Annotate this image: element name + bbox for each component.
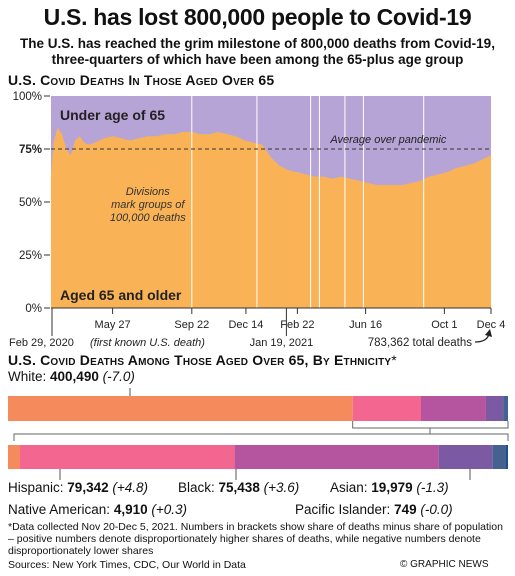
expanded-segment-hispanic <box>20 445 235 469</box>
aged-65-label: Aged 65 and older <box>60 287 182 303</box>
expanded-segment-native-american <box>492 445 506 469</box>
expanded-segment-black <box>234 445 439 469</box>
first-death-note: (first known U.S. death) <box>90 337 205 349</box>
x-tick-label: Oct 1 <box>431 319 457 331</box>
asian-label: Asian: 19,979 (-1.3) <box>330 480 449 495</box>
x-tick-label: Feb 22 <box>280 319 314 331</box>
bracket-bottom <box>13 433 509 441</box>
divisions-note-line: 100,000 deaths <box>110 212 186 224</box>
bar-segment-white <box>8 396 353 421</box>
divisions-note-line: mark groups of <box>111 199 185 211</box>
bar-segment-asian <box>485 396 504 421</box>
y-tick-label: 100% <box>13 91 42 103</box>
page-title: U.S. has lost 800,000 people to Covid-19 <box>43 4 472 30</box>
x-tick-label: May 27 <box>95 319 131 331</box>
under-65-label: Under age of 65 <box>60 107 165 123</box>
y-tick-label: 25% <box>19 250 42 262</box>
black-label: Black: 75,438 (+3.6) <box>178 480 300 495</box>
bar-segment-black <box>421 396 486 421</box>
pacific-islander-label: Pacific Islander: 749 (-0.0) <box>295 502 453 517</box>
bar-segment-native-american <box>503 396 508 421</box>
credit: © GRAPHIC NEWS <box>400 559 489 570</box>
x-tick-label: Dec 14 <box>228 319 263 331</box>
white-label: White: 400,490 (-7.0) <box>8 369 135 384</box>
footnote: *Data collected Nov 20-Dec 5, 2021. Numb… <box>8 521 503 557</box>
y-tick-label: 50% <box>19 197 42 209</box>
first-death-date: Feb 29, 2020 <box>9 337 74 349</box>
native-american-label: Native American: 4,910 (+0.3) <box>8 502 188 517</box>
aged-65-plus-area <box>51 127 491 308</box>
bar-segment-hispanic <box>352 396 421 421</box>
expanded-segment-asian <box>438 445 493 469</box>
bar-segment-pacific-islander <box>507 396 508 421</box>
x-tick-label: Dec 4 <box>477 319 506 331</box>
x-tick-label: Sep 22 <box>174 319 209 331</box>
sources: Sources: New York Times, CDC, Our World … <box>8 559 246 571</box>
average-line-label: Average over pandemic <box>329 134 446 146</box>
total-arrowhead <box>485 329 492 337</box>
page-subtitle: The U.S. has reached the grim milestone … <box>20 36 495 67</box>
white-edge-segment <box>8 445 20 469</box>
y-tick-label: 0% <box>25 303 42 315</box>
age-area-chart: 100% 75% 50% 25% 0% Average over pandemic Unde… <box>9 91 506 349</box>
y-tick-label: 75% <box>19 144 42 156</box>
mid-date-label: Jan 19, 2021 <box>250 337 314 349</box>
area-chart-title: U.S. Covid Deaths In Those Aged Over 65 <box>8 72 275 88</box>
expanded-segment-pacific-islander <box>505 445 508 469</box>
hispanic-label: Hispanic: 79,342 (+4.8) <box>8 480 149 495</box>
ethnicity-bar-chart <box>8 388 509 480</box>
bracket-top <box>352 421 509 429</box>
total-deaths-label: 783,362 total deaths <box>368 337 472 349</box>
x-tick-label: Jun 16 <box>349 319 382 331</box>
ethnicity-chart-title: U.S. Covid Deaths Among Those Aged Over … <box>8 352 397 368</box>
divisions-note-line: Divisions <box>126 186 171 198</box>
